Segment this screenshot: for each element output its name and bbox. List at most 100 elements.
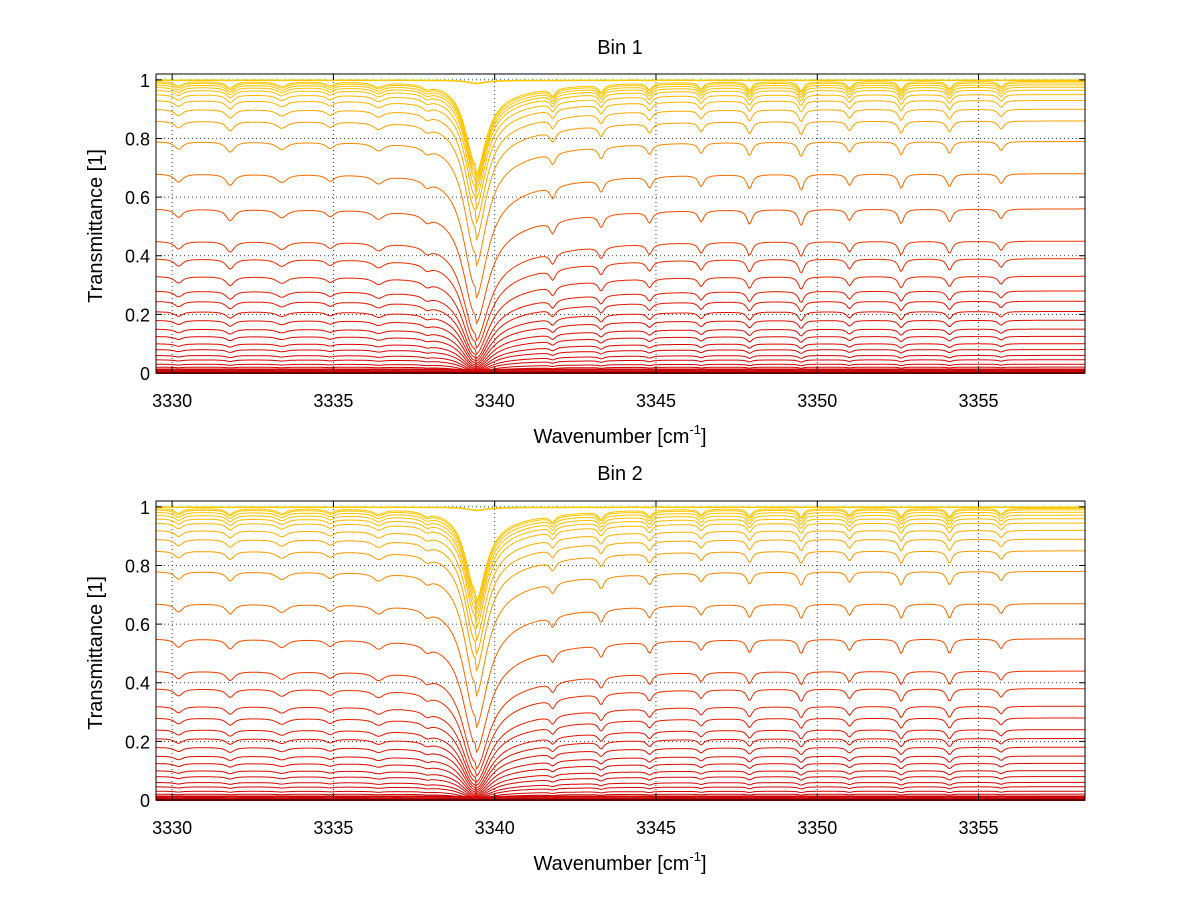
series-line bbox=[155, 208, 1085, 325]
series-line bbox=[156, 368, 1085, 372]
series-line bbox=[156, 603, 1085, 729]
series-line bbox=[155, 84, 1085, 183]
series-line bbox=[156, 79, 1085, 84]
series-line bbox=[155, 141, 1085, 268]
series-line bbox=[156, 793, 1085, 800]
y-axis-label: Transmittance [1] bbox=[85, 149, 107, 303]
tick-labels: 3330 3335 3340 3345 3350 3355 0 0.2 0.4 0.6 0.8 1 bbox=[125, 71, 999, 411]
series-line bbox=[156, 776, 1085, 798]
chart-title: Bin 1 bbox=[597, 37, 643, 59]
series-line bbox=[156, 729, 1085, 790]
y-tick-label: 0.8 bbox=[125, 556, 150, 576]
series-line bbox=[155, 300, 1085, 362]
x-tick-label: 3345 bbox=[636, 818, 676, 838]
y-tick-label: 0 bbox=[140, 364, 150, 384]
x-tick-label: 3345 bbox=[636, 391, 676, 411]
x-tick-label: 3350 bbox=[797, 818, 837, 838]
x-tick-label: 3355 bbox=[959, 391, 999, 411]
series-group bbox=[155, 78, 1085, 374]
series-line bbox=[156, 343, 1085, 370]
chart-title: Bin 2 bbox=[597, 463, 643, 485]
series-line bbox=[156, 770, 1085, 797]
series-line bbox=[156, 363, 1085, 373]
series-line bbox=[156, 790, 1085, 800]
x-tick-label: 3350 bbox=[797, 391, 837, 411]
x-axis-label-superscript: -1 bbox=[689, 849, 701, 864]
series-line bbox=[156, 514, 1085, 616]
y-tick-label: 0.4 bbox=[125, 674, 150, 694]
series-line bbox=[155, 240, 1085, 342]
series-line bbox=[156, 370, 1085, 374]
axes-box bbox=[155, 73, 1086, 374]
series-line bbox=[156, 762, 1085, 796]
x-axis-label-main: Wavenumber [cm bbox=[533, 853, 689, 875]
axes-frame bbox=[155, 500, 1086, 801]
series-line bbox=[155, 522, 1085, 630]
tick-labels: 3330 3335 3340 3345 3350 3355 0 0.2 0.4 0.6 0.8 1 bbox=[125, 498, 999, 838]
series-line bbox=[156, 781, 1085, 799]
series-line bbox=[155, 738, 1085, 791]
y-tick-label: 0.8 bbox=[125, 129, 150, 149]
series-line bbox=[155, 120, 1085, 242]
series-line bbox=[156, 786, 1085, 800]
series-line bbox=[156, 86, 1085, 188]
series-line bbox=[156, 80, 1085, 176]
x-tick-label: 3340 bbox=[475, 818, 515, 838]
series-line bbox=[155, 511, 1085, 611]
axes-frame bbox=[155, 73, 1086, 374]
series-line bbox=[155, 311, 1085, 364]
series-line bbox=[156, 82, 1085, 179]
series-line bbox=[156, 746, 1085, 793]
series-line bbox=[156, 717, 1085, 787]
series-line bbox=[155, 538, 1085, 656]
x-tick-label: 3355 bbox=[959, 818, 999, 838]
series-line bbox=[156, 755, 1085, 795]
series-line bbox=[156, 529, 1085, 643]
series-line bbox=[155, 173, 1085, 300]
series-line bbox=[155, 89, 1085, 193]
x-axis-label-superscript: -1 bbox=[689, 422, 701, 437]
series-line bbox=[156, 688, 1085, 777]
x-axis-label: Wavenumber [cm-1] bbox=[533, 422, 706, 448]
y-tick-label: 0.6 bbox=[125, 615, 150, 635]
x-tick-label: 3335 bbox=[313, 818, 353, 838]
series-line bbox=[156, 550, 1085, 673]
series-line bbox=[156, 797, 1085, 801]
y-tick-label: 0.4 bbox=[125, 247, 150, 267]
series-line bbox=[155, 354, 1085, 372]
series-line bbox=[156, 94, 1085, 201]
y-tick-label: 1 bbox=[140, 498, 150, 518]
chart-panel-bin-2: Bin 2 3330 3335 3340 3345 3350 3355 0 0.2 0.4 0.6… bbox=[85, 463, 1086, 875]
x-tick-label: 3330 bbox=[152, 818, 192, 838]
x-axis-label-close: ] bbox=[701, 426, 707, 448]
series-line bbox=[156, 100, 1085, 211]
y-axis-label: Transmittance [1] bbox=[85, 576, 107, 730]
series-line bbox=[156, 570, 1085, 698]
series-line bbox=[155, 518, 1085, 623]
y-tick-label: 1 bbox=[140, 71, 150, 91]
series-line bbox=[156, 366, 1085, 373]
series-line bbox=[156, 359, 1085, 373]
x-tick-label: 3335 bbox=[313, 391, 353, 411]
x-tick-label: 3330 bbox=[152, 391, 192, 411]
series-line bbox=[156, 275, 1085, 355]
series-line bbox=[156, 335, 1085, 369]
series-line bbox=[156, 319, 1085, 366]
chart-panel-bin-1: Bin 1 3330 3335 3340 3345 3350 3355 0 0.2 0.4 0.6… bbox=[85, 37, 1086, 448]
series-line bbox=[156, 507, 1085, 603]
x-axis-label: Wavenumber [cm-1] bbox=[533, 849, 706, 875]
series-line bbox=[156, 328, 1085, 368]
series-line bbox=[156, 506, 1085, 511]
series-line bbox=[156, 108, 1085, 225]
y-tick-label: 0 bbox=[140, 791, 150, 811]
series-line bbox=[155, 670, 1085, 770]
y-tick-label: 0.6 bbox=[125, 188, 150, 208]
series-line bbox=[156, 290, 1085, 360]
x-axis-label-main: Wavenumber [cm bbox=[533, 426, 689, 448]
series-line bbox=[156, 509, 1085, 606]
x-axis-label-close: ] bbox=[701, 853, 707, 875]
axes-box bbox=[155, 500, 1086, 801]
series-group bbox=[155, 505, 1085, 801]
